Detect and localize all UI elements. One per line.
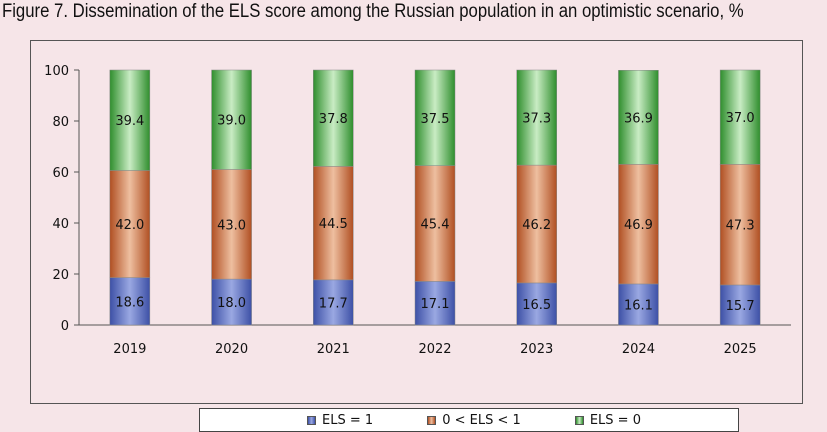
data-label-els-0-2024: 36.9 xyxy=(624,111,653,126)
legend-item-els-0: ELS = 0 xyxy=(574,412,641,428)
data-label-els-0-2023: 37.3 xyxy=(522,112,551,127)
x-tick-label: 2024 xyxy=(622,342,655,357)
bar-els-between-2020 xyxy=(211,169,252,280)
legend-swatch-els-0 xyxy=(574,415,584,425)
bar-els-1-2022 xyxy=(414,281,456,326)
data-label-els-1-2020: 18.0 xyxy=(217,296,246,311)
bar-els-0-2025 xyxy=(719,69,761,165)
bar-els-1-2025 xyxy=(719,284,761,326)
x-tick-label: 2023 xyxy=(520,342,553,357)
data-label-els-between-2023: 46.2 xyxy=(522,218,551,233)
x-tick-label: 2021 xyxy=(317,342,350,357)
bar-els-between-2025 xyxy=(719,164,761,286)
legend-item-els-1: ELS = 1 xyxy=(307,413,373,428)
bar-els-between-2022 xyxy=(414,165,456,282)
data-label-els-1-2021: 17.7 xyxy=(319,296,348,311)
data-label-els-between-2024: 46.9 xyxy=(624,218,653,233)
bar-els-1-2020 xyxy=(211,278,252,326)
bar-els-1-2019 xyxy=(109,277,151,326)
data-label-els-0-2025: 37.0 xyxy=(726,111,755,126)
figure-title: Figure 7. Dissemination of the ELS score… xyxy=(2,1,744,22)
y-tick-label: 20 xyxy=(52,268,69,283)
chart-area: 0 20 40 60 80 100 2019 2020 2021 2022 2023 2024 2025… xyxy=(30,40,803,432)
stacked-bar-chart: 0 20 40 60 80 100 2019 2020 2021 2022 2023 2024 2025… xyxy=(44,64,791,357)
data-label-els-1-2023: 16.5 xyxy=(522,298,551,313)
y-tick-label: 100 xyxy=(44,64,69,79)
legend-label-els-0: ELS = 0 xyxy=(589,412,641,428)
y-tick-label: 80 xyxy=(52,115,69,130)
y-tick-label: 60 xyxy=(52,166,69,181)
bar-els-0-2022 xyxy=(414,69,456,166)
data-label-els-0-2021: 37.8 xyxy=(319,112,348,127)
legend-swatch-els-1 xyxy=(307,415,317,425)
legend-swatch-els-between xyxy=(427,415,437,425)
x-tick-label: 2019 xyxy=(113,342,146,357)
y-tick-label: 0 xyxy=(61,319,69,334)
data-label-els-1-2024: 16.1 xyxy=(624,298,653,313)
data-label-els-between-2025: 47.3 xyxy=(726,219,755,234)
data-label-els-0-2022: 37.5 xyxy=(421,112,450,127)
data-label-els-between-2019: 42.0 xyxy=(115,218,144,233)
legend-label-els-between: 0 < ELS < 1 xyxy=(442,412,521,428)
data-label-els-between-2022: 45.4 xyxy=(421,218,450,233)
bar-els-0-2019 xyxy=(109,69,151,171)
x-tick-label: 2025 xyxy=(724,342,757,357)
data-label-els-0-2020: 39.0 xyxy=(217,114,246,129)
bar-els-between-2019 xyxy=(109,170,151,278)
data-label-els-0-2019: 39.4 xyxy=(115,114,144,129)
legend-item-els-between: 0 < ELS < 1 xyxy=(427,413,521,428)
bar-els-0-2021 xyxy=(313,69,354,167)
data-label-els-between-2021: 44.5 xyxy=(319,217,348,232)
x-tick-label: 2022 xyxy=(418,342,451,357)
bar-els-between-2024 xyxy=(618,164,659,285)
data-label-els-1-2025: 15.7 xyxy=(726,299,755,314)
y-tick-label: 40 xyxy=(52,217,69,232)
bar-els-between-2021 xyxy=(313,166,354,281)
x-tick-label: 2020 xyxy=(215,342,248,357)
bar-els-0-2023 xyxy=(516,69,557,166)
data-label-els-between-2020: 43.0 xyxy=(217,218,246,233)
data-label-els-1-2022: 17.1 xyxy=(421,297,450,312)
bar-els-1-2023 xyxy=(516,282,557,326)
data-label-els-1-2019: 18.6 xyxy=(115,295,144,310)
legend-label-els-1: ELS = 1 xyxy=(322,412,374,428)
legend: ELS = 1 0 < ELS < 1 ELS = 0 xyxy=(199,408,739,432)
bar-els-0-2024 xyxy=(618,70,659,165)
bar-els-0-2020 xyxy=(211,69,252,170)
